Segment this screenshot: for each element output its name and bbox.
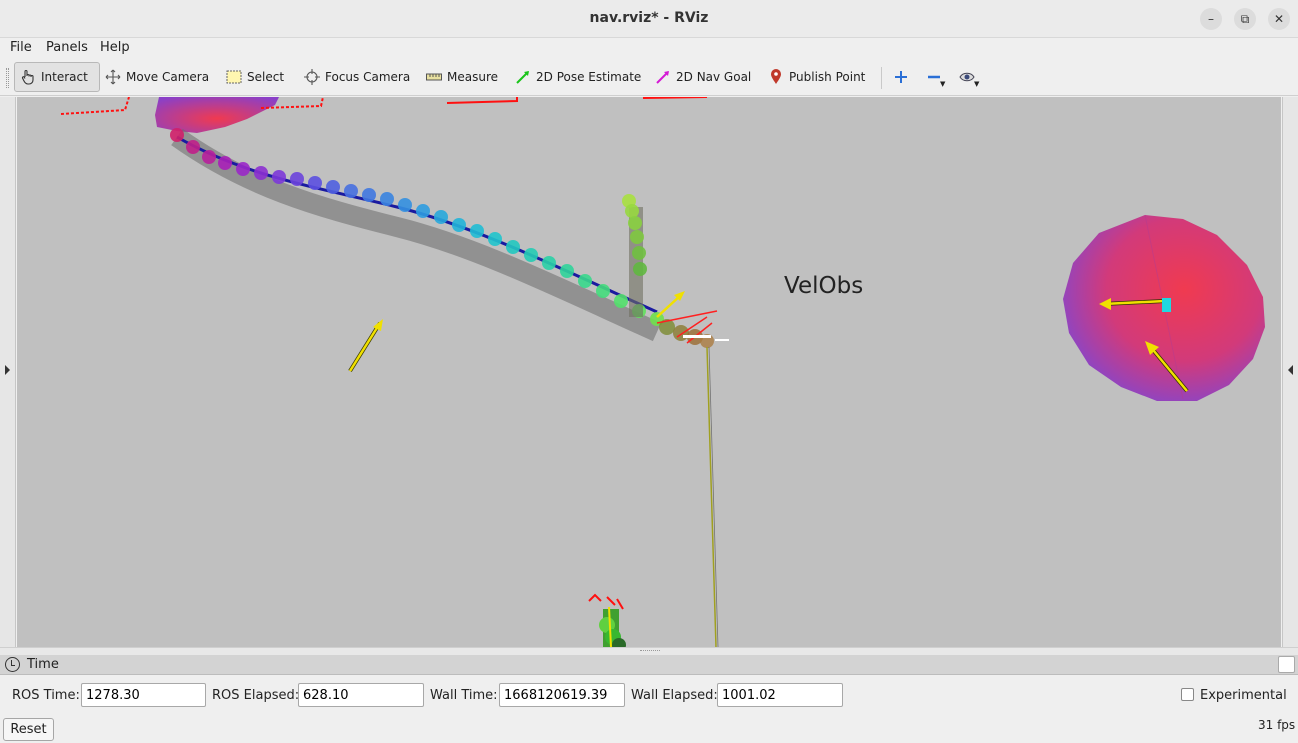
select-box-icon [226,69,242,85]
bottom-robot-cluster [588,593,626,647]
close-button[interactable]: ✕ [1268,8,1290,30]
menu-bar: File Panels Help [0,38,1298,59]
magenta-arrow-icon [655,69,671,85]
interact-label: Interact [41,70,88,84]
wall-time-field[interactable] [499,683,625,707]
fps-counter: 31 fps [1258,718,1296,732]
measure-label: Measure [447,70,498,84]
select-label: Select [247,70,285,84]
scene-canvas [60,97,1265,647]
move-camera-tool-button[interactable]: Move Camera [100,62,214,92]
laser-scan-segment [60,97,130,115]
ros-time-label: ROS Time: [12,688,80,703]
expand-right-icon [5,365,10,375]
time-panel-title: Time [27,657,59,672]
move-arrows-icon [105,69,121,85]
render-viewport[interactable]: VelObs [17,97,1281,647]
chevron-down-icon: ▼ [940,80,946,88]
measure-tool-button[interactable]: Measure [421,62,503,92]
map-pin-icon [768,69,784,85]
menu-help[interactable]: Help [100,40,130,55]
menu-panels[interactable]: Panels [46,40,88,55]
plan-line [706,346,717,647]
laser-scan-segment [260,97,324,109]
time-panel: ROS Time: ROS Elapsed: Wall Time: Wall E… [0,676,1298,743]
wall-time-label: Wall Time: [430,688,498,703]
ruler-icon [426,69,442,85]
toolbar-separator [881,67,882,89]
remove-tool-button[interactable]: ▼ [922,62,950,92]
add-tool-button[interactable] [889,62,913,92]
experimental-checkbox[interactable] [1181,688,1194,701]
window-title: nav.rviz* - RViz [589,10,709,26]
minus-icon [927,69,941,85]
reset-button[interactable]: Reset [3,718,54,741]
toolbar: Interact Move Camera Select Focus Camera [0,59,1298,96]
interact-tool-button[interactable]: Interact [14,62,100,92]
chevron-down-icon: ▼ [974,80,980,88]
toolbar-grip[interactable] [6,68,9,88]
ros-elapsed-label: ROS Elapsed: [212,688,300,703]
left-panel-toggle[interactable] [0,97,16,647]
yellow-pose-arrows [348,291,1189,393]
eye-icon [959,69,975,85]
move-camera-label: Move Camera [126,70,210,84]
ros-elapsed-field[interactable] [298,683,424,707]
time-panel-header: Time [0,655,1298,675]
trajectory-markers [170,128,664,326]
nav-goal-label: 2D Nav Goal [676,70,752,84]
robot-marker-cluster [656,310,729,348]
laser-scan-segment [642,97,708,99]
expand-left-icon [1288,365,1293,375]
velobs-overlay-text: VelObs [784,273,864,299]
pose-estimate-label: 2D Pose Estimate [536,70,642,84]
view-tool-button[interactable]: ▼ [954,62,984,92]
green-arrow-icon [515,69,531,85]
hand-pointer-icon [20,69,36,85]
pose-estimate-tool-button[interactable]: 2D Pose Estimate [510,62,646,92]
experimental-label: Experimental [1200,688,1287,703]
time-panel-float-button[interactable] [1278,656,1295,673]
clock-icon [5,657,20,672]
laser-scan-segment [446,97,518,104]
publish-point-tool-button[interactable]: Publish Point [763,62,870,92]
nav-goal-tool-button[interactable]: 2D Nav Goal [650,62,756,92]
plan-line-shadow [708,346,719,647]
focus-camera-tool-button[interactable]: Focus Camera [299,62,415,92]
publish-point-label: Publish Point [789,70,866,84]
plus-icon [894,69,908,85]
wall-elapsed-field[interactable] [717,683,843,707]
ros-time-field[interactable] [81,683,206,707]
obstacle-cost-blob [155,97,279,133]
panel-splitter[interactable] [0,647,1298,655]
menu-file[interactable]: File [10,40,32,55]
trajectory-shadow [171,128,662,342]
crosshair-icon [304,69,320,85]
maximize-button[interactable]: ⧉ [1234,8,1256,30]
minimize-button[interactable]: – [1200,8,1222,30]
title-bar: nav.rviz* - RViz – ⧉ ✕ [0,0,1298,38]
focus-camera-label: Focus Camera [325,70,411,84]
select-tool-button[interactable]: Select [221,62,289,92]
right-panel-toggle[interactable] [1282,97,1298,647]
splitter-grip [640,650,660,653]
wall-elapsed-label: Wall Elapsed: [631,688,718,703]
vertical-marker-column [622,194,647,317]
